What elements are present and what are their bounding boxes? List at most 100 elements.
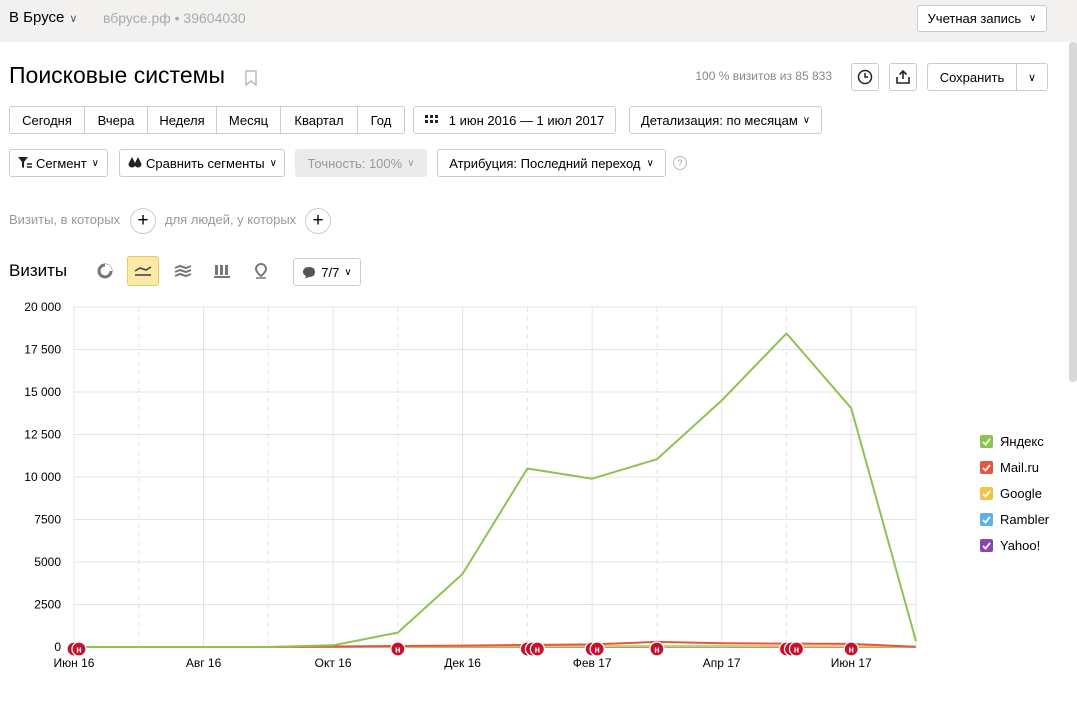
checkbox-icon[interactable] [980, 434, 993, 448]
site-selector[interactable]: В Брусе ∨ [9, 9, 77, 26]
page-title: Поисковые системы [9, 62, 225, 88]
legend-label: Google [1000, 485, 1042, 501]
map-pin-icon[interactable] [245, 256, 277, 286]
y-tick-label: 15 000 [24, 385, 61, 399]
period-today[interactable]: Сегодня [9, 106, 85, 134]
chevron-down-icon: ∨ [646, 157, 654, 169]
accuracy-dropdown[interactable]: Точность: 100% ∨ [295, 149, 427, 177]
annotation-marker[interactable]: н [589, 641, 605, 657]
visits-summary: 100 % визитов из 85 833 [695, 69, 832, 83]
annotation-marker[interactable]: н [71, 641, 87, 657]
checkbox-icon[interactable] [980, 486, 993, 500]
comment-icon [303, 266, 316, 278]
compare-segments-button[interactable]: Сравнить сегменты ∨ [119, 149, 285, 177]
period-quarter[interactable]: Квартал [280, 106, 358, 134]
period-selector: Сегодня Вчера Неделя Месяц Квартал Год [9, 106, 405, 134]
legend-item[interactable]: Яндекс [980, 428, 1049, 454]
annotation-marker[interactable]: н [649, 641, 665, 657]
top-bar: В Брусе ∨ вбрусе.рф • 39604030 Учетная за… [0, 0, 1077, 42]
account-label: Учетная запись [927, 11, 1022, 26]
legend-label: Yahoo! [1000, 537, 1041, 553]
scrollbar[interactable] [1069, 42, 1077, 382]
chevron-down-icon: ∨ [344, 266, 352, 278]
y-tick-label: 17 500 [24, 343, 61, 357]
x-tick-label: Окт 16 [315, 656, 352, 670]
add-people-filter-button[interactable]: + [305, 208, 331, 234]
y-tick-label: 5000 [34, 555, 61, 569]
filter-icon [18, 157, 32, 168]
y-tick-label: 12 500 [24, 428, 61, 442]
chevron-down-icon: ∨ [91, 157, 99, 169]
accuracy-label: Точность: 100% [307, 155, 403, 171]
chevron-down-icon: ∨ [69, 13, 78, 25]
period-year[interactable]: Год [357, 106, 405, 134]
y-tick-label: 0 [54, 640, 61, 654]
history-button[interactable] [851, 63, 879, 91]
compare-label: Сравнить сегменты [146, 155, 265, 171]
svg-text:н: н [535, 645, 540, 655]
compare-icon [128, 157, 142, 168]
legend-item[interactable]: Mail.ru [980, 454, 1049, 480]
legend-item[interactable]: Google [980, 480, 1049, 506]
checkbox-icon[interactable] [980, 512, 993, 526]
checkbox-icon[interactable] [980, 460, 993, 474]
y-tick-label: 2500 [34, 598, 61, 612]
attribution-dropdown[interactable]: Атрибуция: Последний переход ∨ [437, 149, 666, 177]
chevron-down-icon: ∨ [802, 114, 811, 126]
site-domain: вбрусе.рф • 39604030 [103, 10, 246, 26]
series-line [74, 332, 917, 648]
y-tick-label: 20 000 [24, 300, 61, 314]
save-options-button[interactable]: ∨ [1016, 63, 1048, 91]
export-icon [896, 69, 910, 84]
chevron-down-icon: ∨ [269, 157, 277, 169]
period-yesterday[interactable]: Вчера [84, 106, 148, 134]
help-icon[interactable]: ? [673, 156, 687, 170]
x-tick-label: Июн 16 [54, 656, 95, 670]
y-tick-label: 10 000 [24, 470, 61, 484]
attribution-label: Атрибуция: Последний переход [449, 155, 641, 171]
annotation-marker[interactable]: н [788, 641, 805, 657]
area-chart-icon[interactable] [167, 256, 199, 286]
segment-label: Сегмент [36, 155, 87, 171]
add-visits-filter-button[interactable]: + [130, 208, 156, 234]
series-count: 7/7 [321, 264, 340, 280]
legend-item[interactable]: Yahoo! [980, 532, 1049, 558]
svg-text:н: н [395, 645, 400, 655]
period-week[interactable]: Неделя [147, 106, 217, 134]
detail-label: Детализация: по месяцам [640, 112, 798, 128]
account-button[interactable]: Учетная запись ∨ [917, 5, 1047, 32]
line-chart-icon[interactable] [127, 256, 159, 286]
annotation-marker[interactable]: н [390, 641, 406, 657]
series-selector[interactable]: 7/7 ∨ [293, 258, 361, 286]
annotation-marker[interactable]: н [529, 641, 545, 657]
chart-section-title: Визиты [9, 261, 68, 280]
clock-icon [857, 69, 873, 85]
save-button[interactable]: Сохранить [927, 63, 1017, 91]
visits-line-chart: 0 2500 5000 7500 10 000 12 500 15 000 17 500 20 … [24, 300, 917, 670]
date-range-label: 1 июн 2016 — 1 июл 2017 [448, 112, 605, 128]
legend-label: Яндекс [1000, 433, 1044, 449]
segment-button[interactable]: Сегмент ∨ [9, 149, 108, 177]
checkbox-icon[interactable] [980, 538, 993, 552]
y-tick-label: 7500 [34, 513, 61, 527]
date-range-button[interactable]: 1 июн 2016 — 1 июл 2017 [413, 106, 616, 134]
export-button[interactable] [889, 63, 917, 91]
legend-item[interactable]: Rambler [980, 506, 1049, 532]
x-tick-label: Фев 17 [573, 656, 612, 670]
calendar-icon [424, 115, 438, 123]
chevron-down-icon: ∨ [1027, 71, 1037, 84]
svg-text:н: н [76, 645, 81, 655]
bar-chart-icon[interactable] [206, 256, 238, 286]
svg-text:н: н [794, 645, 799, 655]
svg-text:н: н [594, 645, 599, 655]
pie-chart-icon[interactable] [89, 256, 121, 286]
detail-dropdown[interactable]: Детализация: по месяцам ∨ [629, 106, 822, 134]
people-filter-label: для людей, у которых [165, 212, 297, 227]
bookmark-icon[interactable] [245, 70, 257, 91]
period-month[interactable]: Месяц [216, 106, 281, 134]
svg-text:н: н [849, 645, 854, 655]
legend-label: Rambler [1000, 511, 1050, 527]
annotation-marker[interactable]: н [843, 641, 859, 657]
site-name: В Брусе [9, 9, 65, 26]
visits-filter-label: Визиты, в которых [9, 212, 121, 227]
